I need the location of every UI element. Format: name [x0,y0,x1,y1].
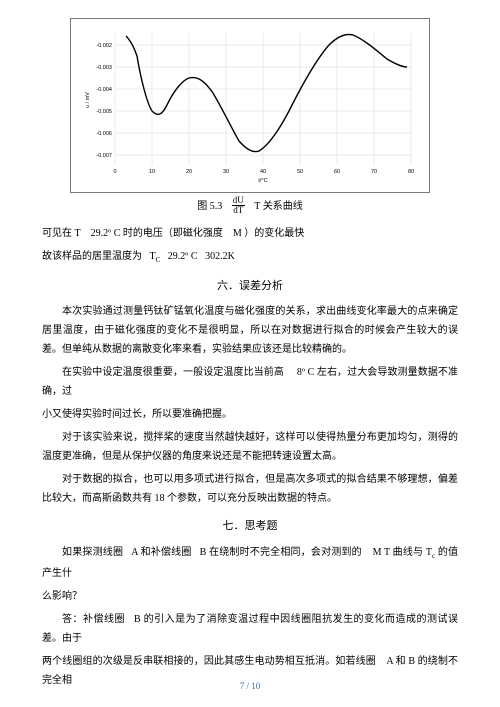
x-ticks: 0 10 20 30 40 50 60 70 80 [113,169,414,175]
para-9: 么影响？ [42,587,458,606]
svg-text:-0.002: -0.002 [96,43,112,49]
svg-text:-0.003: -0.003 [96,65,112,71]
subscript-c2: c [432,552,435,560]
para-10: 答：补偿线圈 B 的引入是为了消除变温过程中因线圈阻抗发生的变化而造成的测试误差… [42,610,458,648]
figure-caption: 图 5.3 dU dT T 关系曲线 [42,197,458,216]
y-axis-label: u / mV [85,92,91,108]
para-4: 在实验中设定温度很重要，一般设定温度比当前高 8º C 左右，过大会导致测量数据… [42,363,458,401]
grid-vertical [115,33,411,165]
svg-text:50: 50 [297,169,303,175]
para-8: 如果探测线圈 A 和补偿线圈 B 在绕制时不完全相同，会对测到的 M T 曲线与… [42,543,458,582]
svg-text:10: 10 [149,169,155,175]
fraction-denominator: dT [232,206,245,215]
para-6: 对于该实验来说，搅拌桨的速度当然越快越好，这样可以使得热量分布更加均匀，测得的温… [42,428,458,466]
svg-text:30: 30 [223,169,229,175]
section-6-title: 六．误差分析 [42,276,458,297]
svg-text:70: 70 [371,169,377,175]
svg-text:20: 20 [186,169,192,175]
svg-text:0: 0 [113,169,116,175]
para-5: 小又使得实验时间过长，所以要准确把握。 [42,405,458,424]
x-axis-label: t/°C [258,178,267,184]
subscript-c: C [156,256,161,264]
fraction: dU dT [232,196,245,215]
page-container: { "chart": { "type": "line", "background… [0,0,500,707]
line-chart: -0.002 -0.003 -0.004 -0.005 -0.006 -0.00… [79,25,421,185]
chart-container: -0.002 -0.003 -0.004 -0.005 -0.006 -0.00… [70,18,430,193]
caption-prefix: 图 5.3 [197,201,222,212]
svg-text:40: 40 [260,169,266,175]
para-1: 可见在 T 29.2º C 时的电压（即磁化强度 M ）的变化最快 [42,224,458,243]
page-number: 7 / 10 [0,678,500,695]
para-3: 本次实验通过测量钙钛矿锰氧化温度与磁化强度的关系，求出曲线变化率最大的点来确定居… [42,302,458,359]
caption-suffix: T 关系曲线 [254,201,302,212]
svg-text:-0.005: -0.005 [96,109,112,115]
svg-text:80: 80 [408,169,414,175]
para-7: 对于数据的拟合，也可以用多项式进行拟合，但是高次多项式的拟合结果不够理想，偏差比… [42,470,458,508]
data-curve [126,34,407,151]
svg-text:60: 60 [334,169,340,175]
y-ticks: -0.002 -0.003 -0.004 -0.005 -0.006 -0.00… [96,43,112,159]
para-2: 故该样品的居里温度为 TC 29.2º C 302.2K [42,247,458,267]
svg-text:-0.007: -0.007 [96,153,112,159]
section-7-title: 七．思考题 [42,516,458,537]
svg-text:-0.004: -0.004 [96,87,112,93]
svg-text:-0.006: -0.006 [96,131,112,137]
